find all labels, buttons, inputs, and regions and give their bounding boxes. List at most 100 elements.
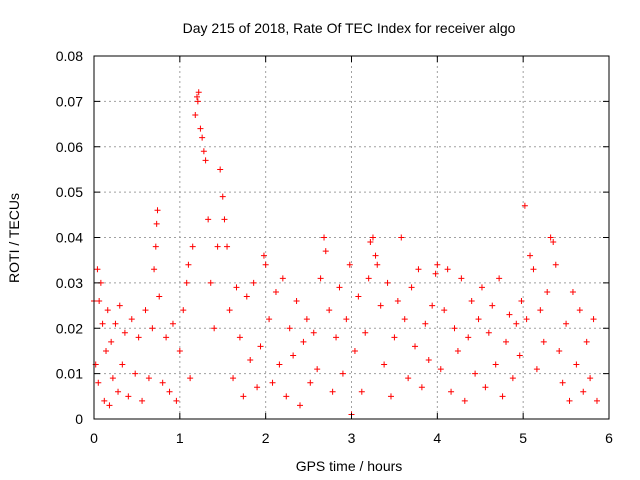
data-point — [590, 316, 597, 323]
data-point — [211, 325, 218, 332]
data-point — [202, 157, 209, 164]
data-point — [387, 393, 394, 400]
data-point — [405, 375, 412, 382]
x-tick-label: 2 — [262, 430, 270, 446]
y-tick-labels: 0 0.01 0.02 0.03 0.04 0.05 0.06 0.07 0.08 — [56, 48, 83, 427]
data-point — [183, 279, 190, 286]
y-tick-label: 0.01 — [56, 366, 83, 382]
data-point — [580, 388, 587, 395]
data-point — [566, 397, 573, 404]
data-point — [509, 375, 516, 382]
data-point — [559, 379, 566, 386]
data-point — [441, 307, 448, 314]
data-point — [142, 307, 149, 314]
data-point — [369, 234, 376, 241]
data-point — [425, 357, 432, 364]
y-tick-label: 0.06 — [56, 139, 83, 155]
data-point — [333, 334, 340, 341]
data-point — [307, 379, 314, 386]
data-point — [461, 397, 468, 404]
data-point — [362, 329, 369, 336]
data-point — [205, 216, 212, 223]
data-point — [119, 361, 126, 368]
data-point — [339, 370, 346, 377]
data-point — [194, 98, 201, 105]
data-point — [401, 316, 408, 323]
data-point — [173, 397, 180, 404]
data-point — [398, 234, 405, 241]
data-point — [587, 375, 594, 382]
data-point — [266, 316, 273, 323]
axis-ticks — [93, 55, 610, 420]
data-point — [260, 252, 267, 259]
data-point — [317, 275, 324, 282]
data-point — [346, 261, 353, 268]
data-point — [115, 388, 122, 395]
data-point — [240, 393, 247, 400]
data-point — [139, 397, 146, 404]
data-point — [166, 388, 173, 395]
y-tick-label: 0.03 — [56, 275, 83, 291]
data-points — [91, 89, 600, 418]
data-point — [384, 279, 391, 286]
data-point — [214, 243, 221, 250]
data-point — [194, 93, 200, 100]
data-point — [272, 288, 279, 295]
y-axis-label: ROTI / TECUs — [6, 193, 22, 283]
data-point — [412, 343, 419, 350]
data-point — [153, 220, 160, 227]
data-point — [351, 347, 358, 354]
data-point — [482, 384, 489, 391]
data-point — [283, 393, 290, 400]
data-point — [290, 352, 297, 359]
data-point — [503, 338, 509, 345]
data-point — [556, 347, 563, 354]
data-point — [418, 384, 425, 391]
data-point — [99, 320, 106, 327]
data-point — [569, 288, 576, 295]
data-point — [415, 266, 422, 273]
x-tick-label: 5 — [519, 430, 527, 446]
data-point — [151, 266, 158, 273]
data-point — [135, 334, 142, 341]
data-point — [180, 307, 187, 314]
data-point — [176, 347, 183, 354]
data-point — [523, 316, 530, 323]
data-point — [496, 275, 503, 282]
data-point — [552, 261, 559, 268]
data-point — [185, 261, 192, 268]
data-point — [236, 334, 243, 341]
data-point — [513, 320, 520, 327]
data-point — [156, 293, 163, 300]
data-point — [437, 366, 444, 373]
data-point — [109, 375, 116, 382]
data-point — [108, 338, 115, 345]
x-tick-label: 3 — [348, 430, 356, 446]
x-tick-label: 4 — [433, 430, 441, 446]
data-point — [343, 316, 350, 323]
data-point — [221, 216, 228, 223]
data-point — [154, 207, 161, 214]
data-point — [321, 234, 328, 241]
y-tick-label: 0 — [75, 411, 83, 427]
data-point — [314, 366, 321, 373]
data-point — [537, 307, 544, 314]
data-point — [355, 293, 362, 300]
data-point — [448, 388, 455, 395]
data-point — [189, 243, 196, 250]
data-point — [458, 275, 465, 282]
data-point — [262, 261, 269, 268]
data-point — [533, 366, 540, 373]
data-point — [128, 316, 135, 323]
data-point — [492, 361, 499, 368]
data-point — [200, 148, 207, 155]
data-point — [372, 252, 379, 259]
data-point — [518, 298, 525, 305]
data-point — [247, 357, 254, 364]
data-point — [444, 266, 451, 273]
data-point — [506, 311, 513, 318]
data-point — [95, 379, 102, 386]
data-point — [516, 352, 523, 359]
data-point — [489, 302, 496, 309]
data-point — [121, 329, 128, 336]
